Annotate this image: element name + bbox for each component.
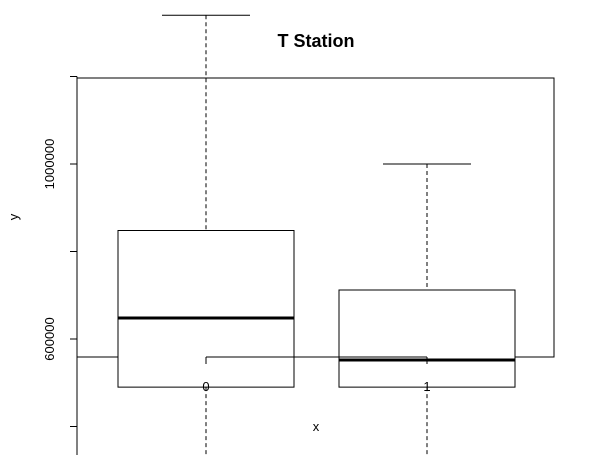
y-tick-label: 600000 (42, 317, 57, 360)
y-axis: 2000006000001000000 (42, 77, 77, 455)
x-tick-label: 0 (202, 379, 209, 394)
x-axis-label: x (313, 419, 320, 434)
iqr-box (339, 290, 515, 387)
chart-title: T Station (278, 31, 355, 51)
x-tick-label: 1 (423, 379, 430, 394)
box-1 (339, 164, 515, 455)
y-axis-label: y (6, 213, 21, 220)
boxplot-group (118, 15, 515, 455)
y-tick-label: 1000000 (42, 139, 57, 190)
